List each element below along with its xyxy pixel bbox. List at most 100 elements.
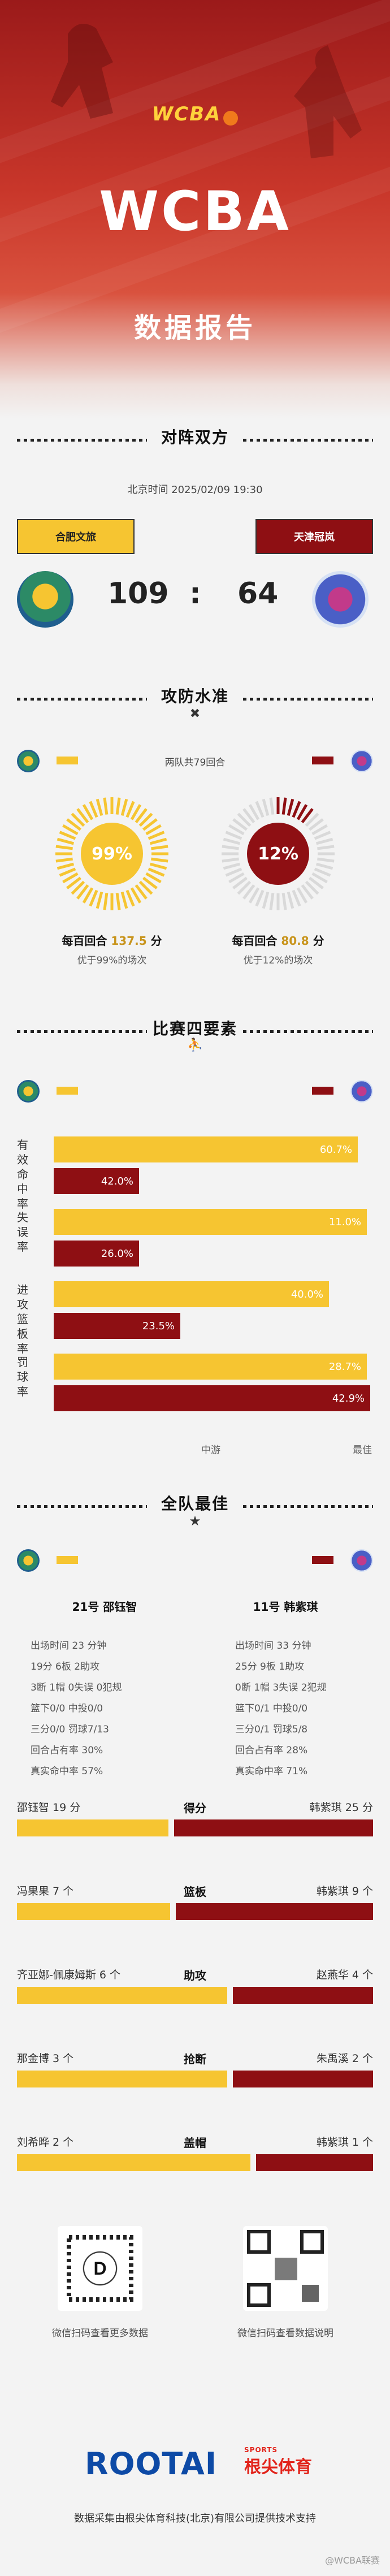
rootai-logo: ROOTAI [85, 2446, 217, 2482]
gauge-tick [311, 824, 328, 836]
factor-bar-home: 11.0% [54, 1209, 367, 1235]
gauge-tick [248, 887, 260, 904]
away-ppp-note: 优于12%的场次 [243, 955, 313, 966]
leader-home-name: 齐亚娜-佩康姆斯 6 个 [17, 1969, 121, 1981]
leader-row: 冯果果 7 个 篮板 韩紫琪 9 个 [17, 1881, 373, 1943]
away-gauge-ticks [222, 797, 335, 910]
gauge-tick [149, 862, 167, 870]
possessions-text: 两队共79回合 [164, 757, 226, 768]
gauge-tick [66, 818, 81, 831]
leader-away-name: 韩紫琪 9 个 [316, 1885, 373, 1898]
gauge-tick [125, 801, 135, 818]
player-silhouette-left-icon [51, 24, 113, 119]
watermark: @WCBA联赛 [325, 2555, 380, 2566]
qr-left-caption: 微信扫码查看更多数据 [52, 2328, 148, 2339]
qr-code-data-explain[interactable] [243, 2226, 328, 2311]
gauge-tick [148, 867, 165, 877]
leader-bar-home [17, 1987, 227, 2004]
gauge-tick [115, 797, 121, 815]
gauge-tick [225, 831, 242, 840]
qr-code-more-data[interactable]: D [58, 2226, 142, 2311]
gauge-tick [55, 857, 73, 863]
gauge-tick [305, 812, 319, 827]
qr-right-caption: 微信扫码查看数据说明 [237, 2328, 333, 2339]
gauge-tick [287, 891, 294, 909]
home-score: 109 [107, 577, 169, 611]
best-section-title: 全队最佳 [0, 1492, 390, 1514]
home-best-player-name[interactable]: 21号 邵钰智 [72, 1600, 137, 1614]
leader-bar-away [256, 2154, 373, 2171]
rootai-cn-logo: 根尖体育 [244, 2457, 312, 2477]
player-stat-line: 篮下0/0 中投0/0 [31, 1703, 103, 1714]
home-ppp-value: 137.5 [111, 934, 147, 948]
player-stat-line: 3断 1帽 0失误 0犯规 [31, 1682, 122, 1693]
hero-subtitle: 数据报告 [133, 312, 256, 344]
player-stat-line: 三分0/1 罚球5/8 [235, 1724, 308, 1735]
gauge-tick [62, 872, 79, 884]
away-best-player-name[interactable]: 11号 韩紫琪 [253, 1600, 318, 1614]
gauge-tick [223, 837, 241, 845]
gauge-tick [82, 804, 94, 820]
gauge-tick [57, 862, 75, 870]
footer-note: 数据采集由根尖体育科技(北京)有限公司提供技术支持 [73, 2513, 317, 2525]
gauge-tick [262, 891, 270, 909]
gauge-tick [142, 876, 158, 889]
gauge-tick [232, 818, 248, 831]
gauge-tick [125, 889, 135, 907]
hero-title: WCBA [99, 180, 291, 243]
gauge-tick [223, 862, 241, 870]
axis-mid-label: 中游 [201, 1445, 220, 1456]
home-legend-logo [17, 750, 40, 772]
player-stat-line: 真实命中率 71% [235, 1766, 308, 1777]
leader-category: 篮板 [184, 1885, 206, 1899]
factor-bar-home: 40.0% [54, 1281, 329, 1307]
factors-legend [17, 1080, 373, 1103]
gauge-tick [142, 818, 158, 831]
leader-bar-home [17, 1819, 168, 1836]
divider-left [17, 439, 147, 442]
gauge-tick [120, 798, 128, 816]
leader-away-name: 赵燕华 4 个 [316, 1969, 373, 1981]
gauge-tick [269, 797, 275, 815]
away-team-button[interactable]: 天津冠岚 [255, 519, 373, 554]
gauge-tick [130, 887, 142, 904]
gauge-tick [301, 884, 314, 900]
gauge-tick [262, 798, 270, 816]
leader-category: 盖帽 [184, 2136, 206, 2150]
away-gauge-svg [222, 797, 335, 910]
gauge-tick [255, 801, 265, 818]
leader-bar-away [176, 1903, 373, 1920]
home-legend-swatch [57, 757, 78, 764]
leader-category: 抢断 [184, 2052, 206, 2066]
gauge-tick [151, 845, 168, 850]
away-score: 64 [237, 577, 279, 611]
gauge-tick [317, 857, 335, 863]
gauge-tick [103, 797, 109, 815]
gauge-tick [228, 824, 245, 836]
leader-row: 齐亚娜-佩康姆斯 6 个 助攻 赵燕华 4 个 [17, 1964, 373, 2026]
gauge-tick [62, 824, 79, 836]
home-team-button[interactable]: 合肥文旅 [17, 519, 135, 554]
gauge-tick [281, 893, 287, 910]
gauge-tick [292, 889, 301, 907]
leader-home-name: 邵钰智 19 分 [17, 1801, 81, 1814]
gauge-tick [222, 857, 239, 863]
gauge-tick [148, 831, 165, 840]
factor-bar-away: 42.0% [54, 1168, 139, 1194]
leader-bar-home [17, 2071, 227, 2087]
factor-bar-away: 26.0% [54, 1241, 139, 1267]
gauge-tick [76, 808, 89, 823]
away-efficiency-gauge: 12% [216, 792, 340, 916]
leader-away-name: 韩紫琪 1 个 [316, 2136, 373, 2149]
gauge-tick [71, 880, 85, 895]
svg-text:D: D [93, 2258, 106, 2279]
gauge-tick [225, 867, 242, 877]
leader-bar-away [233, 2071, 373, 2087]
wcba-logo: WCBA [130, 103, 260, 148]
away-ppp: 每百回合 80.8 分 [232, 934, 324, 948]
basketball-icon [223, 110, 239, 126]
gauge-tick [255, 889, 265, 907]
factor-bar-home: 60.7% [54, 1136, 358, 1162]
leader-row: 邵钰智 19 分 得分 韩紫琪 25 分 [17, 1797, 373, 1859]
